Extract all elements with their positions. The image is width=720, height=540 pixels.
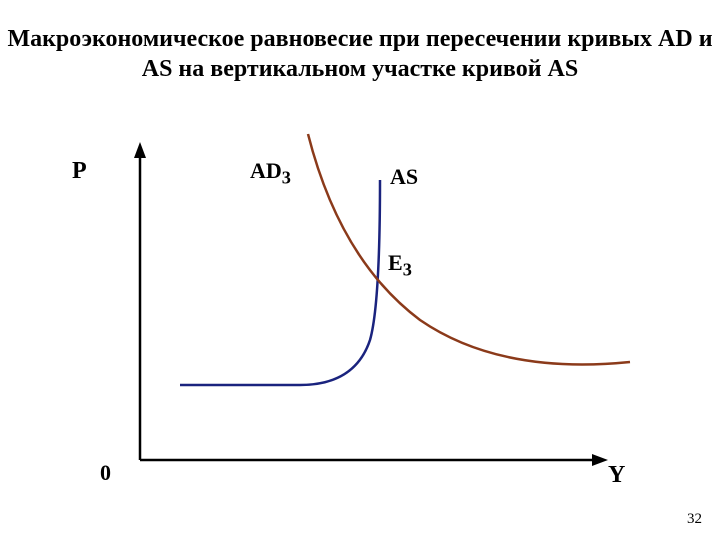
- ad3-label: AD3: [250, 158, 291, 188]
- slide-page: Макроэкономическое равновесие при пересе…: [0, 0, 720, 540]
- x-axis-arrow: [592, 454, 608, 466]
- ad-as-chart: P Y 0 AD3 AS E3: [60, 140, 660, 490]
- chart-svg: [60, 140, 660, 490]
- ad3-label-prefix: AD: [250, 158, 282, 183]
- as-label: AS: [390, 164, 418, 190]
- e3-label-sub: 3: [403, 259, 412, 279]
- slide-title: Макроэкономическое равновесие при пересе…: [0, 24, 720, 84]
- x-axis-label: Y: [608, 462, 625, 489]
- y-axis-label: P: [72, 158, 87, 185]
- slide-number: 32: [687, 511, 702, 528]
- y-axis-arrow: [134, 142, 146, 158]
- ad3-label-sub: 3: [282, 167, 291, 187]
- as-curve: [180, 180, 380, 385]
- e3-label-prefix: E: [388, 250, 403, 275]
- e3-label: E3: [388, 250, 412, 280]
- ad3-curve: [308, 134, 630, 364]
- origin-label: 0: [100, 460, 111, 486]
